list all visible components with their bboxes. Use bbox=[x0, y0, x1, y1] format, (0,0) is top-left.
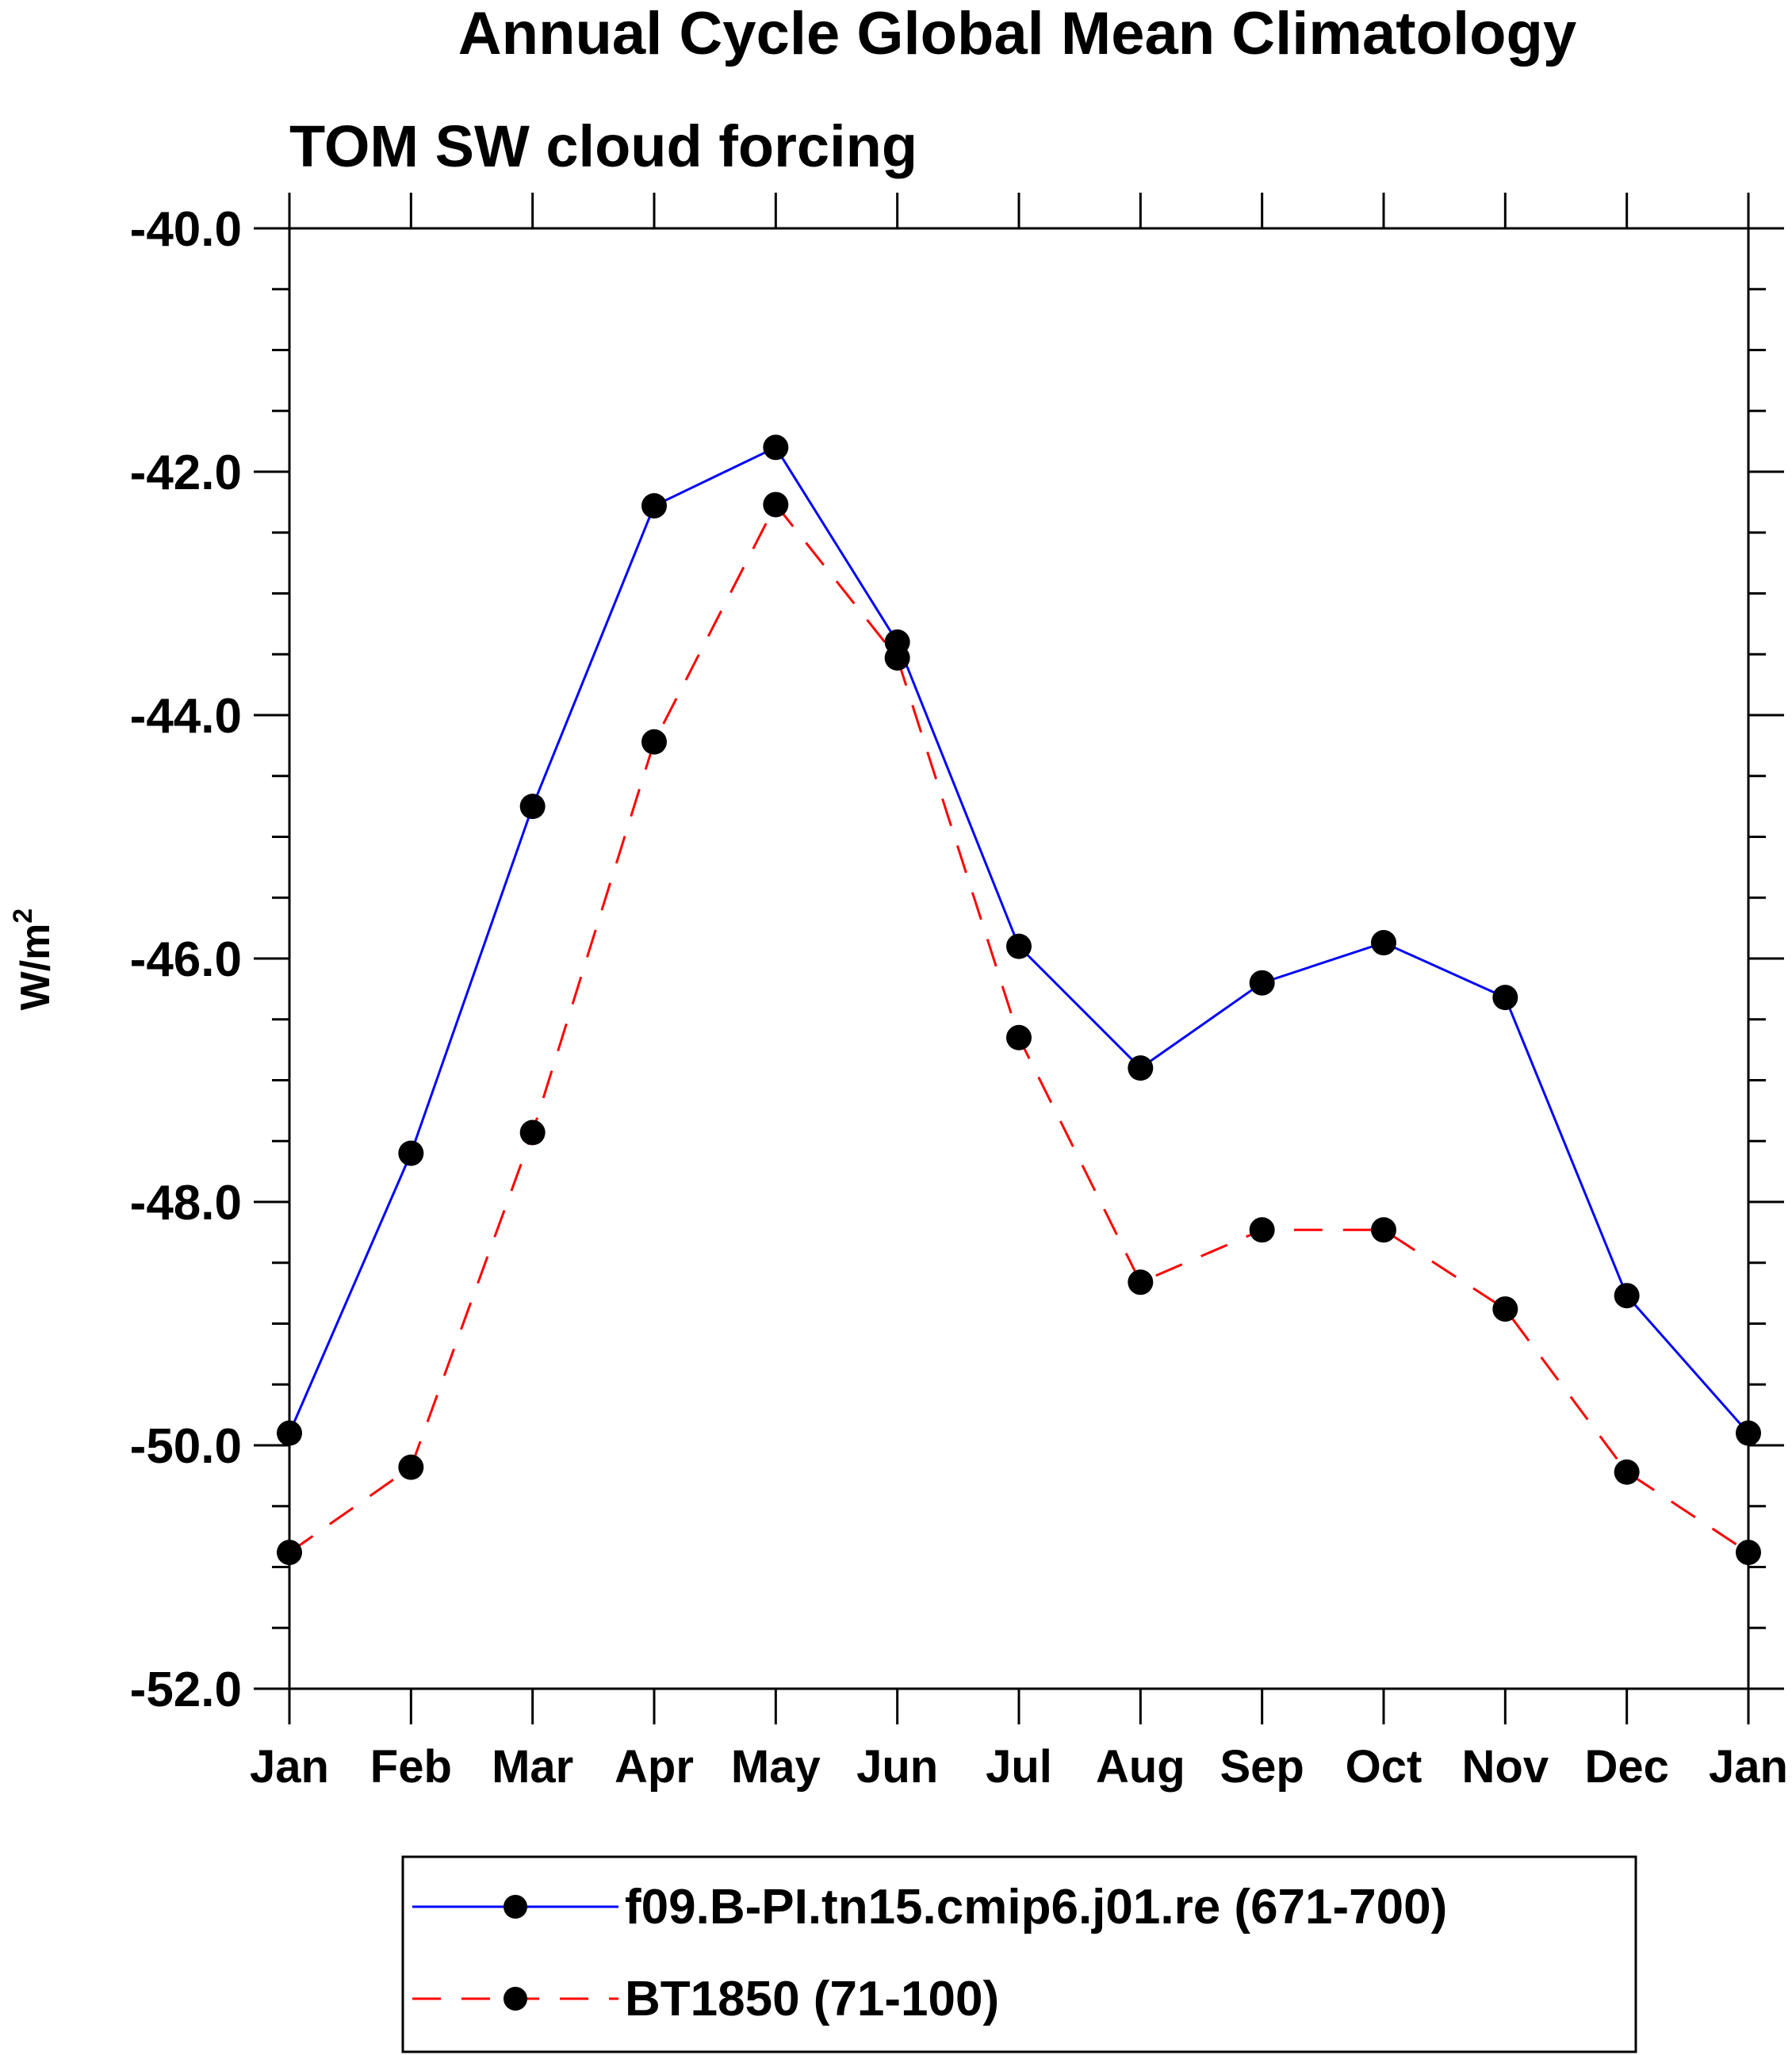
chart-title: Annual Cycle Global Mean Climatology bbox=[458, 0, 1576, 67]
x-tick-label: Dec bbox=[1584, 1741, 1668, 1793]
data-point-series-1 bbox=[763, 492, 789, 518]
data-series bbox=[277, 434, 1761, 1566]
legend-box bbox=[401, 1855, 1637, 2053]
y-tick-labels: -40.0 -42.0 -44.0 -46.0 -48.0 -50.0 -52.0 bbox=[130, 202, 242, 1717]
data-point-series-0 bbox=[1249, 970, 1275, 996]
data-point-series-1 bbox=[1492, 1296, 1518, 1322]
x-tick-label: Jan bbox=[1709, 1741, 1788, 1793]
y-axis-title: W/m2 bbox=[8, 909, 59, 1011]
legend-marker-series-0 bbox=[504, 1895, 527, 1919]
y-tick-label: -52.0 bbox=[130, 1663, 242, 1717]
data-point-series-1 bbox=[1249, 1217, 1275, 1243]
legend-marker-series-1 bbox=[504, 1987, 527, 2011]
x-tick-label: Sep bbox=[1220, 1741, 1304, 1793]
y-tick-label: -44.0 bbox=[130, 689, 242, 744]
y-axis-title-superscript: 2 bbox=[8, 909, 38, 924]
data-point-series-1 bbox=[1006, 1024, 1032, 1050]
data-point-series-0 bbox=[519, 794, 546, 820]
data-point-series-0 bbox=[1128, 1055, 1154, 1081]
data-point-series-0 bbox=[1371, 930, 1396, 956]
data-point-series-1 bbox=[398, 1454, 424, 1480]
x-tick-label: Aug bbox=[1096, 1741, 1185, 1793]
x-tick-label: Feb bbox=[370, 1741, 452, 1793]
chart-subtitle: TOM SW cloud forcing bbox=[289, 113, 917, 179]
data-point-series-0 bbox=[1614, 1283, 1640, 1309]
x-tick-labels: Jan Feb Mar Apr May Jun Jul Aug Sep Oct Nov Dec Jan bbox=[250, 1741, 1788, 1793]
y-tick-label: -48.0 bbox=[130, 1176, 242, 1230]
y-tick-label: -40.0 bbox=[130, 202, 242, 257]
data-point-series-0 bbox=[641, 492, 667, 519]
x-tick-label: Nov bbox=[1462, 1741, 1549, 1793]
y-tick-label: -46.0 bbox=[130, 932, 242, 987]
y-tick-label: -50.0 bbox=[130, 1419, 242, 1474]
x-tick-label: Oct bbox=[1346, 1741, 1422, 1793]
y-tick-label: -42.0 bbox=[130, 446, 242, 500]
x-tick-label: Jul bbox=[986, 1741, 1052, 1793]
data-point-series-1 bbox=[519, 1119, 546, 1146]
x-tick-label: May bbox=[731, 1741, 821, 1793]
x-tick-label: Mar bbox=[492, 1741, 573, 1793]
axis-ticks bbox=[254, 193, 1784, 1724]
legend: f09.B-PI.tn15.cmip6.j01.re (671-700) BT1… bbox=[401, 1855, 1637, 2053]
data-point-series-1 bbox=[1371, 1217, 1396, 1243]
data-point-series-1 bbox=[884, 645, 910, 671]
legend-label-series-0: f09.B-PI.tn15.cmip6.j01.re (671-700) bbox=[625, 1880, 1447, 1934]
y-axis-title-text: W/m bbox=[13, 924, 59, 1011]
data-point-series-1 bbox=[641, 729, 667, 755]
data-point-series-0 bbox=[1492, 985, 1518, 1011]
data-point-series-0 bbox=[763, 434, 789, 461]
x-tick-label: Jun bbox=[856, 1741, 938, 1793]
data-point-series-0 bbox=[398, 1140, 424, 1166]
x-tick-label: Jan bbox=[250, 1741, 329, 1793]
legend-label-series-1: BT1850 (71-100) bbox=[625, 1972, 999, 2026]
svg-text:W/m2: W/m2 bbox=[8, 909, 59, 1011]
data-point-series-1 bbox=[1128, 1269, 1154, 1295]
data-point-series-0 bbox=[1006, 933, 1032, 959]
x-tick-label: Apr bbox=[615, 1741, 694, 1793]
data-point-series-1 bbox=[1614, 1459, 1640, 1485]
plot-frame bbox=[288, 227, 1750, 1690]
